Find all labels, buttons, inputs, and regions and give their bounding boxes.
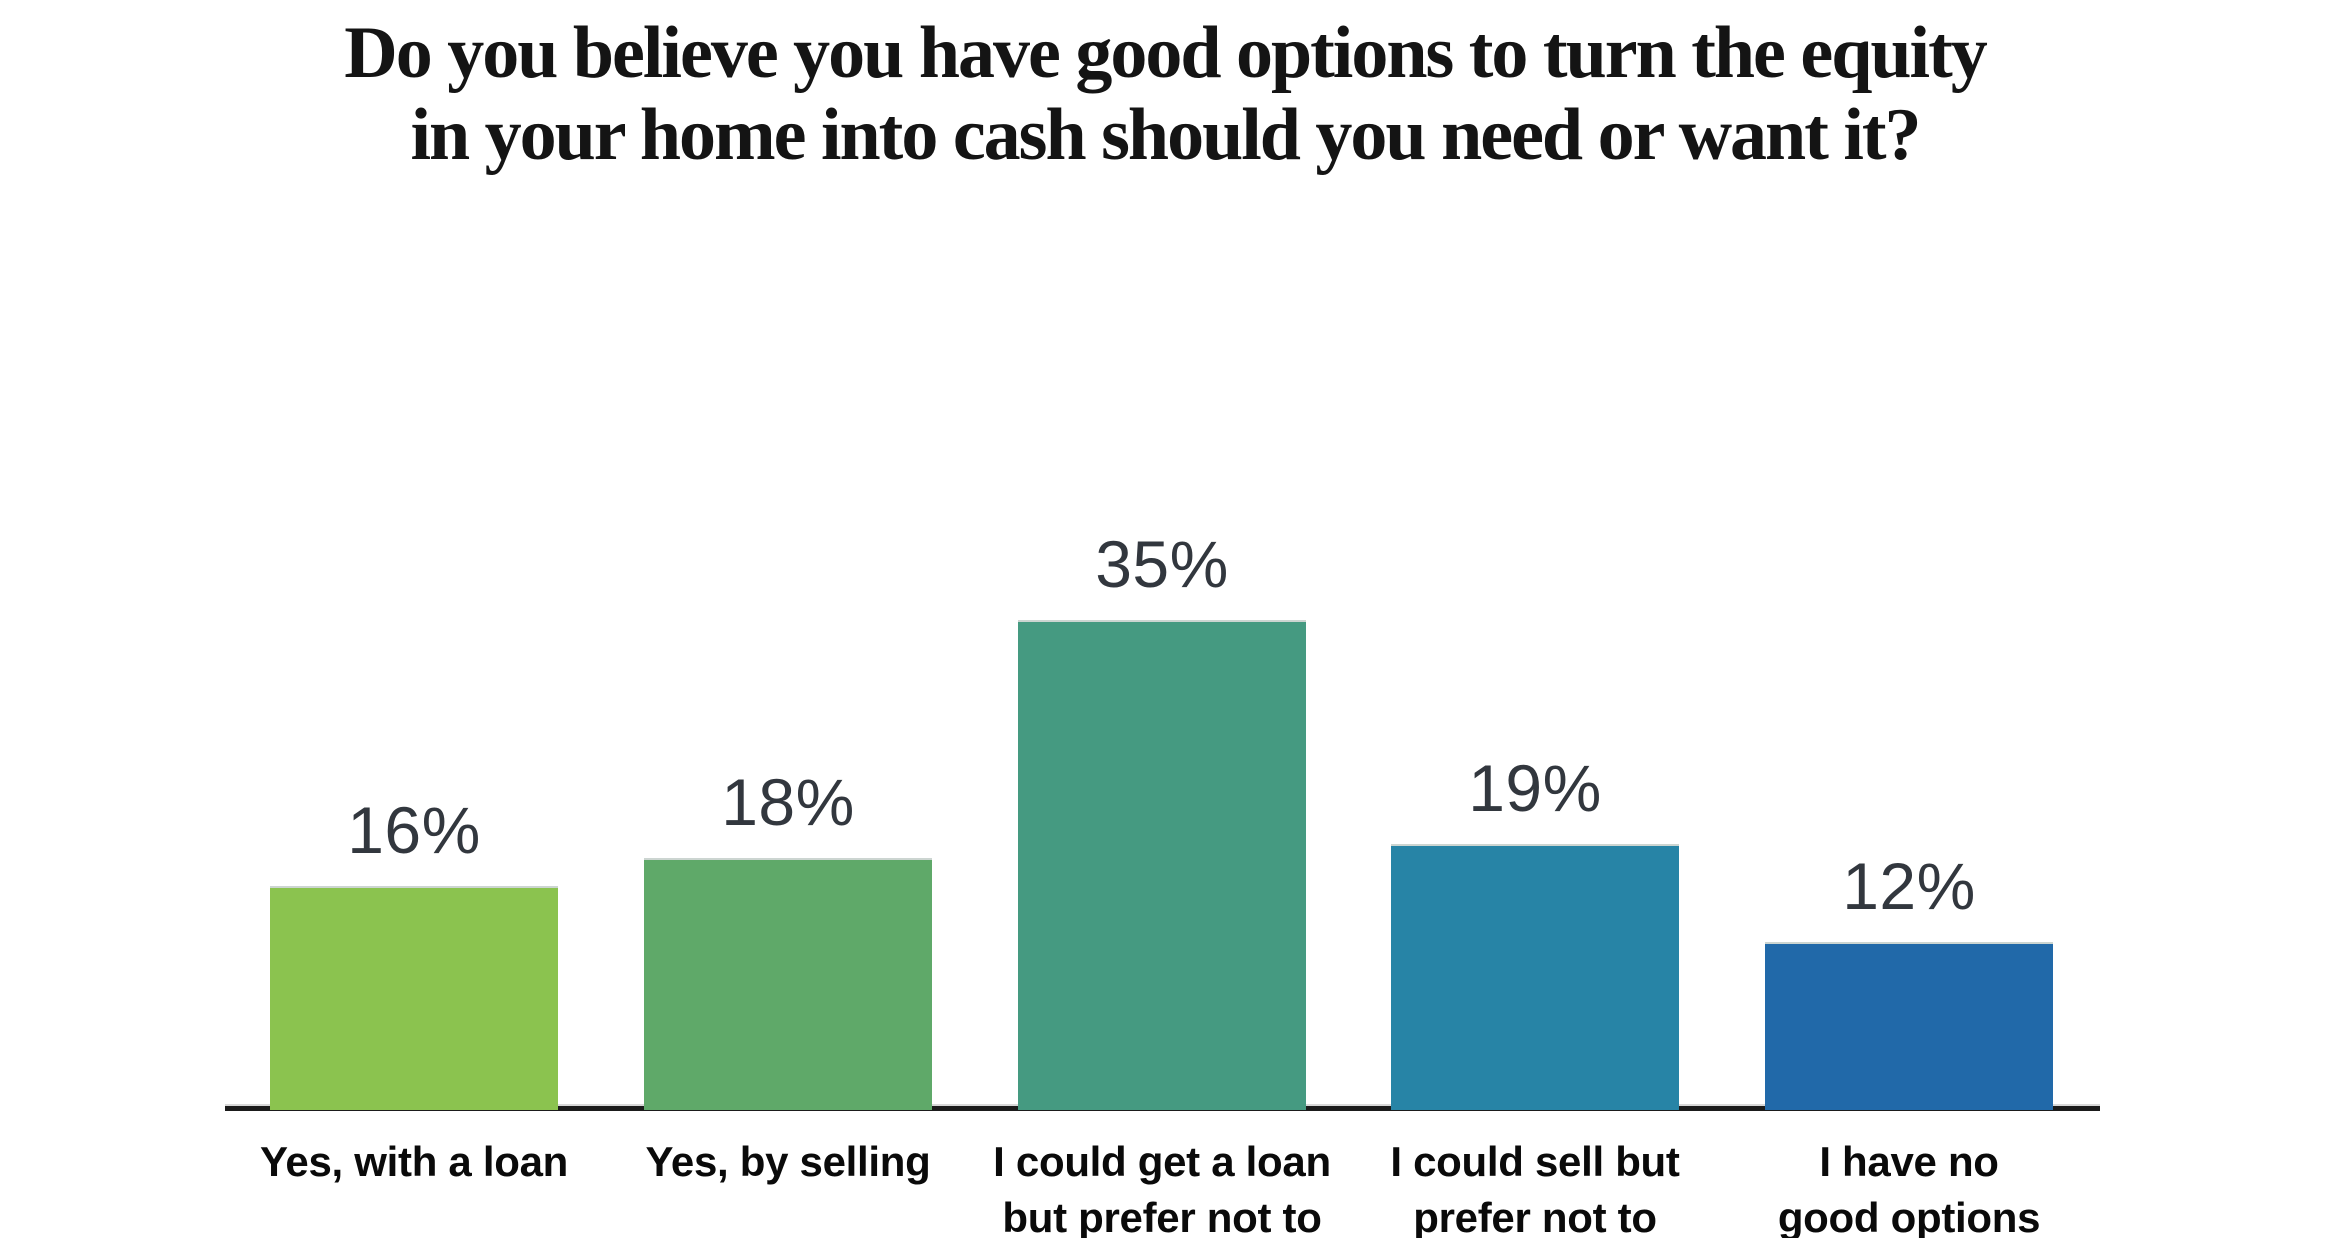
bar: [1765, 942, 2053, 1110]
category-label-line: Yes, by selling: [645, 1138, 931, 1185]
bar-value-label: 19%: [1468, 751, 1602, 825]
category-label-line: Yes, with a loan: [260, 1138, 568, 1185]
category-label-line: but prefer not to: [1002, 1194, 1322, 1238]
category-label: I have no good options: [1679, 1134, 2139, 1238]
category-label: I could sell but prefer not to: [1305, 1134, 1765, 1238]
chart-title-line-2: in your home into cash should you need o…: [410, 94, 1921, 176]
bar-value-label: 18%: [721, 765, 855, 839]
bar-value-label: 16%: [347, 793, 481, 867]
bar: [270, 886, 558, 1110]
category-label-line: I could sell but: [1390, 1138, 1680, 1185]
category-label-line: I could get a loan: [993, 1138, 1331, 1185]
chart-title-line-1: Do you believe you have good options to …: [344, 12, 1987, 94]
bar-value-label: 35%: [1095, 527, 1229, 601]
category-label: I could get a loan but prefer not to: [932, 1134, 1392, 1238]
category-label-line: prefer not to: [1413, 1194, 1657, 1238]
chart-title: Do you believe you have good options to …: [0, 12, 2330, 176]
category-label-line: I have no: [1819, 1138, 1999, 1185]
category-label: Yes, with a loan: [184, 1134, 644, 1190]
bar-value-label: 12%: [1842, 849, 1976, 923]
bar: [1018, 620, 1306, 1110]
category-label: Yes, by selling: [558, 1134, 1018, 1190]
category-label-line: good options: [1777, 1194, 2041, 1238]
bar: [644, 858, 932, 1110]
bar: [1391, 844, 1679, 1110]
